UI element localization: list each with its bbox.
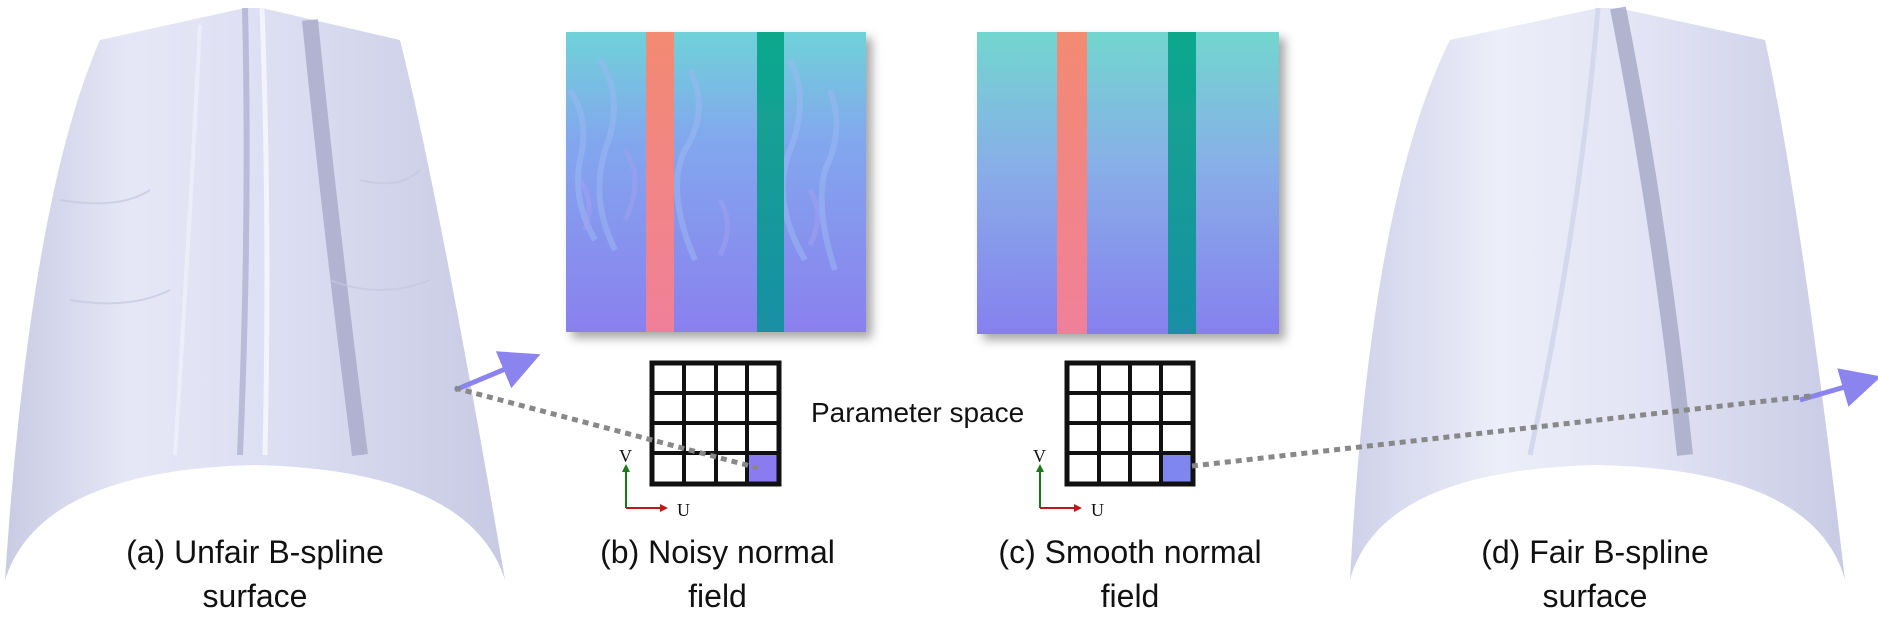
caption-c-line2: field	[1100, 578, 1160, 614]
caption-d: (d) Fair B-spline surface	[1420, 530, 1770, 618]
caption-c: (c) Smooth normal field	[960, 530, 1300, 618]
caption-c-line1: (c) Smooth normal	[998, 534, 1262, 570]
caption-a-line2: surface	[202, 578, 308, 614]
uv-axes-c	[1036, 464, 1082, 512]
noisy-normal-field	[566, 32, 866, 332]
unfair-surface	[5, 7, 505, 580]
caption-b-line2: field	[688, 578, 747, 614]
axis-u-label-c: U	[1091, 500, 1104, 520]
smooth-normal-field	[977, 32, 1279, 334]
parameter-grid-c	[1064, 360, 1196, 487]
caption-a-line1: (a) Unfair B-spline	[126, 534, 384, 570]
axis-u-label-b: U	[677, 500, 690, 520]
parameter-grid-b	[649, 360, 782, 487]
dotted-link-d	[1191, 393, 1811, 469]
axis-v-label-c: V	[1033, 446, 1046, 466]
caption-a: (a) Unfair B-spline surface	[60, 530, 450, 618]
normal-arrow-d	[1799, 368, 1878, 407]
parameter-space-label: Parameter space	[811, 397, 1025, 428]
caption-b: (b) Noisy normal field	[555, 530, 880, 618]
uv-axes-b	[622, 464, 668, 512]
caption-b-line1: (b) Noisy normal	[600, 534, 835, 570]
axis-v-label-b: V	[619, 446, 632, 466]
dotted-link-a	[454, 385, 759, 471]
caption-d-line1: (d) Fair B-spline	[1481, 534, 1709, 570]
fair-surface	[1350, 6, 1845, 580]
normal-arrow-a	[454, 351, 541, 393]
caption-d-line2: surface	[1542, 578, 1648, 614]
